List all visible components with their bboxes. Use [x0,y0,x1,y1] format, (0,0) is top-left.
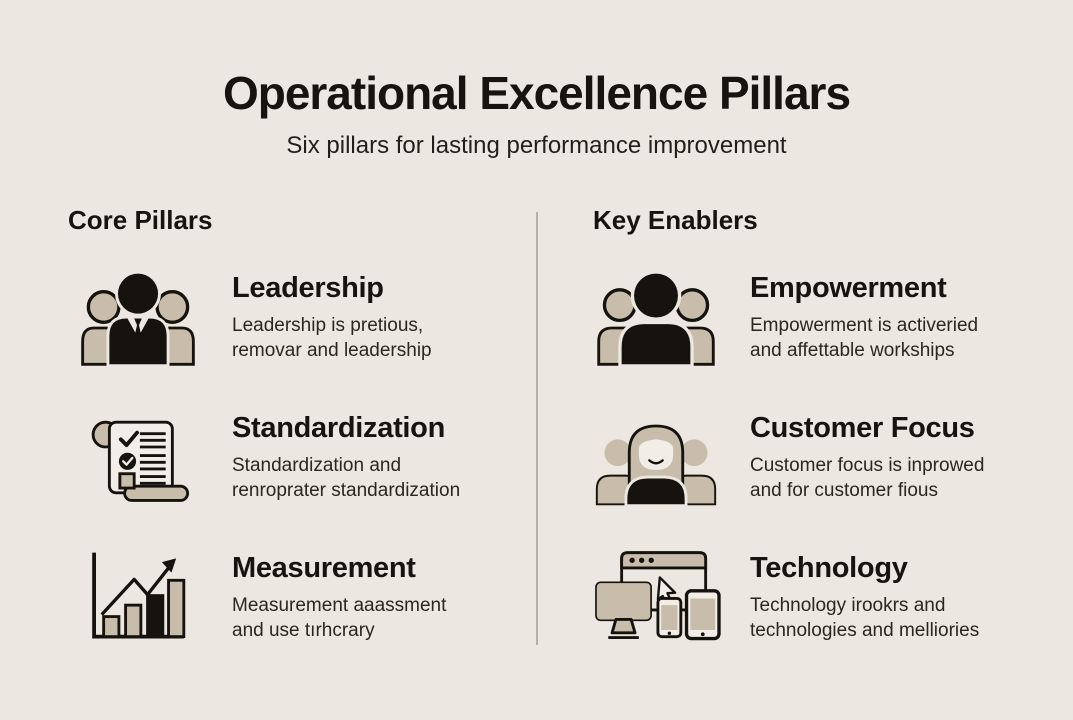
pillar-description-line: and for customer fious [750,479,938,501]
column-divider [536,212,538,645]
devices-icon [578,542,733,652]
pillar-description-line: Standardization and [232,455,402,476]
pillar-description-line: Empowerment is activeried [750,315,979,336]
pillar-title: Technology [750,552,908,584]
pillar-item-standardization: Standardization Standardization and renr… [60,402,530,512]
pillar-title: Measurement [232,552,416,584]
pillar-description-line: Measurement aaassment [232,595,447,616]
customer-group-icon [578,402,733,512]
pillar-title: Customer Focus [750,412,975,444]
page-title: Operational Excellence Pillars [222,67,851,119]
pillar-description-line: technologies and melliories [750,619,980,641]
pillar-description-line: removar and leadership [232,339,432,361]
column-header-key-enablers: Key Enablers [593,205,758,235]
pillar-item-empowerment: Empowerment Empowerment is activeried an… [578,262,1048,372]
pillar-item-customer-focus: Customer Focus Customer focus is inprowe… [578,402,1048,512]
bar-chart-icon [60,542,215,652]
pillar-description-line: renroprater standardization [232,479,461,501]
pillar-description-line: Customer focus is inprowed [750,455,985,476]
pillar-description-line: and use tırhcrary [232,619,375,641]
pillar-item-measurement: Measurement Measurement aaassment and us… [60,542,530,652]
scroll-checklist-icon [60,402,215,512]
pillar-title: Leadership [232,272,384,304]
pillar-description-line: Technology irookrs and [750,595,946,616]
pillar-item-technology: Technology Technology irookrs and techno… [578,542,1048,652]
pillar-title: Standardization [232,412,446,444]
page-subtitle: Six pillars for lasting performance impr… [286,132,787,159]
pillar-description-line: and affettable workships [750,339,955,361]
pillar-description-line: Leadership is pretious, [232,315,424,336]
column-header-core-pillars: Core Pillars [68,205,213,235]
pillar-title: Empowerment [750,272,947,304]
people-group-icon [578,262,733,372]
pillar-item-leadership: Leadership Leadership is pretious, remov… [60,262,530,372]
team-leader-icon [60,262,215,372]
